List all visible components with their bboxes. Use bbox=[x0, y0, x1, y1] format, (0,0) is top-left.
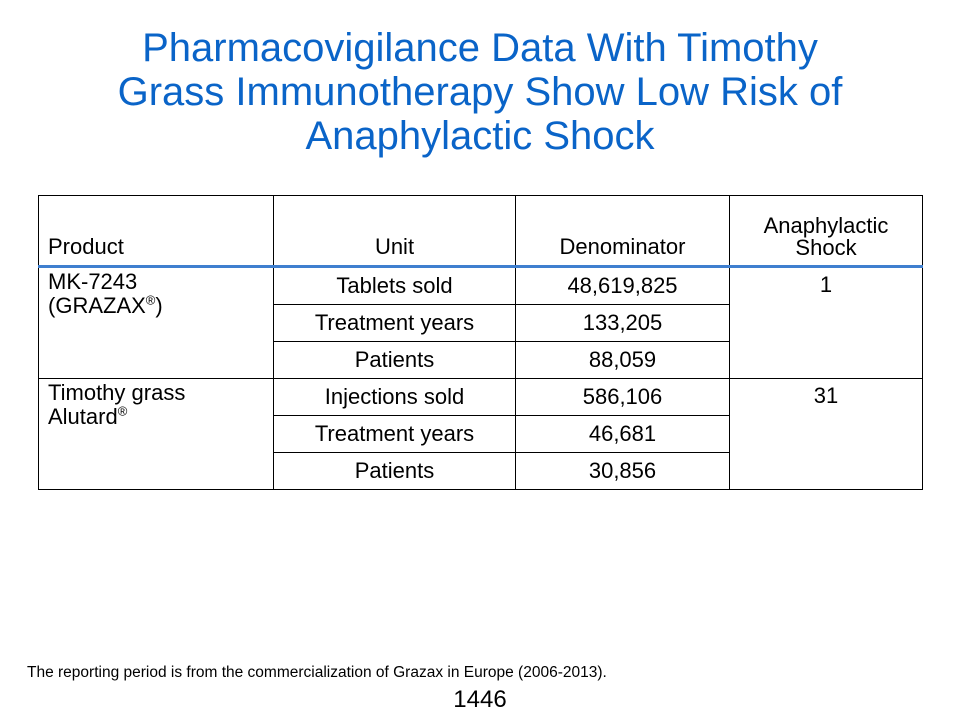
header-denominator: Denominator bbox=[515, 195, 730, 268]
table-row: Treatment years 133,205 bbox=[39, 304, 923, 342]
product-name-line-1: MK-7243 bbox=[48, 269, 138, 294]
table-header-row: Product Unit Denominator Anaphylactic Sh… bbox=[38, 195, 923, 268]
product-cell-mk7243: MK-7243 (GRAZAX®) bbox=[38, 266, 274, 379]
title-line-2: Grass Immunotherapy Show Low Risk of bbox=[117, 70, 843, 114]
table-row: Patients 30,856 bbox=[39, 452, 923, 490]
registered-mark: ® bbox=[117, 403, 128, 419]
registered-mark: ® bbox=[145, 292, 156, 308]
product-name-text: (GRAZAX bbox=[48, 293, 146, 318]
product-name-suffix: ) bbox=[155, 293, 163, 318]
unit-cell: Treatment years bbox=[273, 304, 516, 342]
unit-cell: Patients bbox=[273, 452, 516, 490]
table-row: MK-7243 (GRAZAX®) Tablets sold 48,619,82… bbox=[38, 266, 923, 379]
unit-cell: Injections sold bbox=[273, 378, 516, 416]
product-name-line-2: (GRAZAX®) bbox=[48, 294, 264, 318]
page-number: 1446 bbox=[453, 686, 507, 713]
header-shock-line-1: Anaphylactic bbox=[763, 213, 889, 238]
header-unit: Unit bbox=[273, 195, 516, 268]
unit-cell: Treatment years bbox=[273, 415, 516, 453]
product-name-text: Alutard bbox=[48, 404, 118, 429]
table-row: Timothy grass Alutard® Injections sold 5… bbox=[38, 378, 923, 490]
anaphylactic-shock-cell: 31 bbox=[729, 378, 923, 490]
slide-title: Pharmacovigilance Data With Timothy Gras… bbox=[20, 26, 940, 158]
header-product: Product bbox=[38, 195, 274, 268]
denominator-cell: 48,619,825 bbox=[515, 266, 730, 305]
denominator-cell: 46,681 bbox=[515, 415, 730, 453]
pharmacovigilance-table: Product Unit Denominator Anaphylactic Sh… bbox=[38, 195, 923, 490]
denominator-cell: 88,059 bbox=[515, 341, 730, 379]
footnote: The reporting period is from the commerc… bbox=[27, 664, 607, 681]
unit-cell: Patients bbox=[273, 341, 516, 379]
header-shock-line-2: Shock bbox=[795, 235, 857, 260]
unit-cell: Tablets sold bbox=[273, 266, 516, 305]
title-line-3: Anaphylactic Shock bbox=[305, 114, 655, 158]
product-name-line-1: Timothy grass bbox=[48, 380, 186, 405]
header-anaphylactic-shock: Anaphylactic Shock bbox=[729, 195, 923, 268]
title-line-1: Pharmacovigilance Data With Timothy bbox=[142, 26, 818, 70]
denominator-cell: 30,856 bbox=[515, 452, 730, 490]
table-row: Treatment years 46,681 bbox=[39, 415, 923, 453]
denominator-cell: 586,106 bbox=[515, 378, 730, 416]
product-name-line-2: Alutard® bbox=[48, 405, 264, 429]
anaphylactic-shock-cell: 1 bbox=[729, 266, 923, 379]
product-cell-timothy-grass: Timothy grass Alutard® bbox=[38, 378, 274, 490]
denominator-cell: 133,205 bbox=[515, 304, 730, 342]
